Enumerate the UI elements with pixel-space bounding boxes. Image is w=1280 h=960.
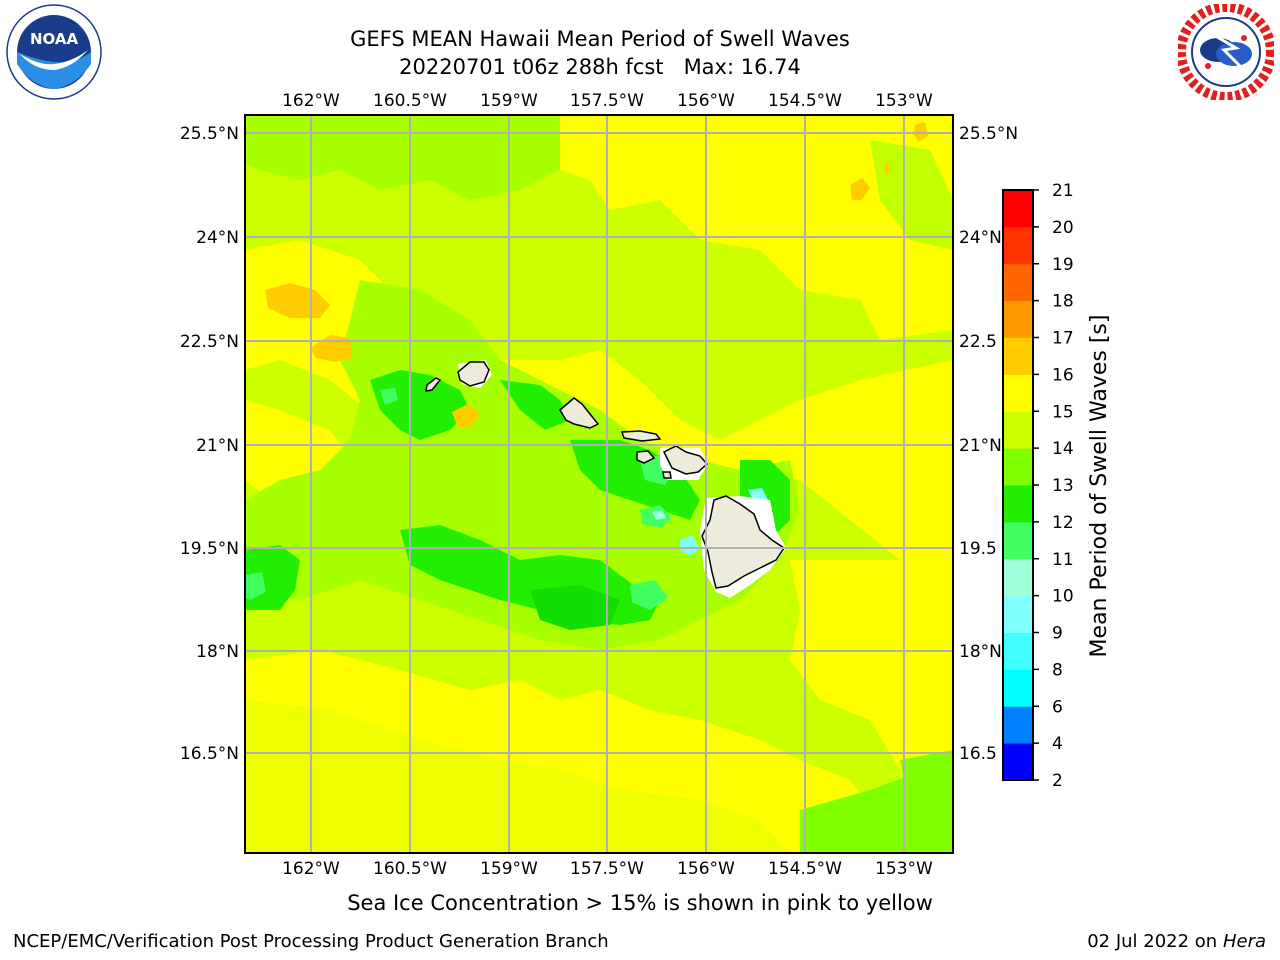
lon-tick-top: 156°W xyxy=(677,91,735,111)
lon-tick-bottom: 160.5°W xyxy=(373,859,447,879)
map-title: GEFS MEAN Hawaii Mean Period of Swell Wa… xyxy=(350,27,850,51)
colorbar-tick-label: 11 xyxy=(1052,550,1074,570)
colorbar-swatch xyxy=(1003,669,1033,707)
colorbar-swatch xyxy=(1003,263,1033,302)
lat-tick-left: 16.5°N xyxy=(180,744,239,764)
colorbar-tick-label: 21 xyxy=(1052,181,1074,201)
colorbar-swatch xyxy=(1003,337,1033,375)
colorbar-tick-label: 12 xyxy=(1052,513,1074,533)
lat-tick-right: 22.5 xyxy=(959,332,997,352)
lat-tick-left: 22.5°N xyxy=(180,332,239,352)
colorbar-tick-label: 13 xyxy=(1052,476,1074,496)
lat-tick-right: 18°N xyxy=(959,642,1002,662)
colorbar-label: Mean Period of Swell Waves [s] xyxy=(1087,315,1112,658)
colorbar-tick-label: 2 xyxy=(1052,771,1063,791)
noaa-logo: NOAA xyxy=(6,4,102,100)
lat-tick-left: 18°N xyxy=(196,642,239,662)
map-subtitle: 20220701 t06z 288h fcst Max: 16.74 xyxy=(399,55,801,79)
lon-tick-top: 160.5°W xyxy=(373,91,447,111)
lon-tick-bottom: 162°W xyxy=(282,859,340,879)
footer-host: Hera xyxy=(1222,931,1266,952)
colorbar-tick-label: 14 xyxy=(1052,439,1074,459)
lon-tick-bottom: 156°W xyxy=(677,859,735,879)
island-kahoolawe xyxy=(662,471,672,479)
island-niihau xyxy=(425,377,442,392)
colorbar-tick-label: 16 xyxy=(1052,365,1074,385)
lon-tick-bottom: 153°W xyxy=(875,859,933,879)
colorbar-swatch xyxy=(1003,706,1033,744)
island-molokai xyxy=(620,430,662,442)
colorbar-tick-label: 8 xyxy=(1052,660,1063,680)
island-oahu xyxy=(559,397,600,429)
lon-tick-top: 153°W xyxy=(875,91,933,111)
island-kauai xyxy=(457,361,490,387)
lat-tick-left: 19.5°N xyxy=(180,539,239,559)
nws-logo xyxy=(1178,4,1274,100)
lon-tick-top: 157.5°W xyxy=(570,91,644,111)
colorbar-swatch xyxy=(1003,558,1033,597)
colorbar-tick-label: 20 xyxy=(1052,218,1074,238)
noaa-logo-text: NOAA xyxy=(30,30,79,48)
colorbar-swatch xyxy=(1003,374,1033,412)
lat-tick-left: 25.5°N xyxy=(180,124,239,144)
footer-date-text: 02 Jul 2022 on xyxy=(1087,931,1223,952)
colorbar-tick-label: 18 xyxy=(1052,292,1074,312)
colorbar-swatch xyxy=(1003,300,1033,338)
lon-tick-top: 154.5°W xyxy=(768,91,842,111)
lat-ticks-right: 25.5°N 24°N 22.5 21°N 19.5 18°N 16.5 xyxy=(959,124,1018,764)
colorbar-tick-label: 6 xyxy=(1052,697,1063,717)
colorbar-swatch xyxy=(1003,521,1033,560)
colorbar: 2 4 6 8 9 10 11 12 13 14 15 16 17 18 19 20 21 xyxy=(1002,181,1074,791)
lat-tick-right: 21°N xyxy=(959,436,1002,456)
lat-tick-right: 24°N xyxy=(959,228,1002,248)
colorbar-swatch xyxy=(1003,485,1033,523)
lon-ticks-top: 162°W 160.5°W 159°W 157.5°W 156°W 154.5°… xyxy=(282,91,933,111)
colorbar-swatch xyxy=(1003,448,1033,486)
colorbar-swatch xyxy=(1003,411,1033,449)
sea-ice-caption: Sea Ice Concentration > 15% is shown in … xyxy=(347,891,933,915)
colorbar-tick-label: 19 xyxy=(1052,255,1074,275)
footer-date: 02 Jul 2022 on Hera xyxy=(1087,931,1266,952)
colorbar-tick-label: 17 xyxy=(1052,329,1074,349)
colorbar-swatch xyxy=(1003,743,1033,781)
colorbar-tick-label: 10 xyxy=(1052,587,1074,607)
colorbar-swatch xyxy=(1003,226,1033,265)
map-frame xyxy=(244,114,954,854)
lat-tick-right: 25.5°N xyxy=(959,124,1018,144)
lon-tick-bottom: 157.5°W xyxy=(570,859,644,879)
swell-period-field xyxy=(245,115,953,853)
colorbar-swatch xyxy=(1003,190,1033,228)
island-maui xyxy=(662,445,709,475)
colorbar-swatch xyxy=(1003,595,1033,633)
islands xyxy=(425,361,786,589)
colorbar-tick-label: 4 xyxy=(1052,734,1063,754)
map-grid xyxy=(245,115,953,853)
colorbar-tick-label: 9 xyxy=(1052,624,1063,644)
lon-tick-bottom: 154.5°W xyxy=(768,859,842,879)
lon-tick-bottom: 159°W xyxy=(480,859,538,879)
lon-tick-top: 162°W xyxy=(282,91,340,111)
lat-ticks-left: 25.5°N 24°N 22.5°N 21°N 19.5°N 18°N 16.5… xyxy=(180,124,239,764)
footer-credit: NCEP/EMC/Verification Post Processing Pr… xyxy=(13,931,609,952)
lat-tick-right: 16.5 xyxy=(959,744,997,764)
lat-tick-left: 21°N xyxy=(196,436,239,456)
lon-tick-top: 159°W xyxy=(480,91,538,111)
colorbar-swatch xyxy=(1003,632,1033,670)
colorbar-tick-label: 15 xyxy=(1052,402,1074,422)
lat-tick-right: 19.5 xyxy=(959,539,997,559)
island-lanai xyxy=(636,450,656,464)
lat-tick-left: 24°N xyxy=(196,228,239,248)
lon-ticks-bottom: 162°W 160.5°W 159°W 157.5°W 156°W 154.5°… xyxy=(282,859,933,879)
